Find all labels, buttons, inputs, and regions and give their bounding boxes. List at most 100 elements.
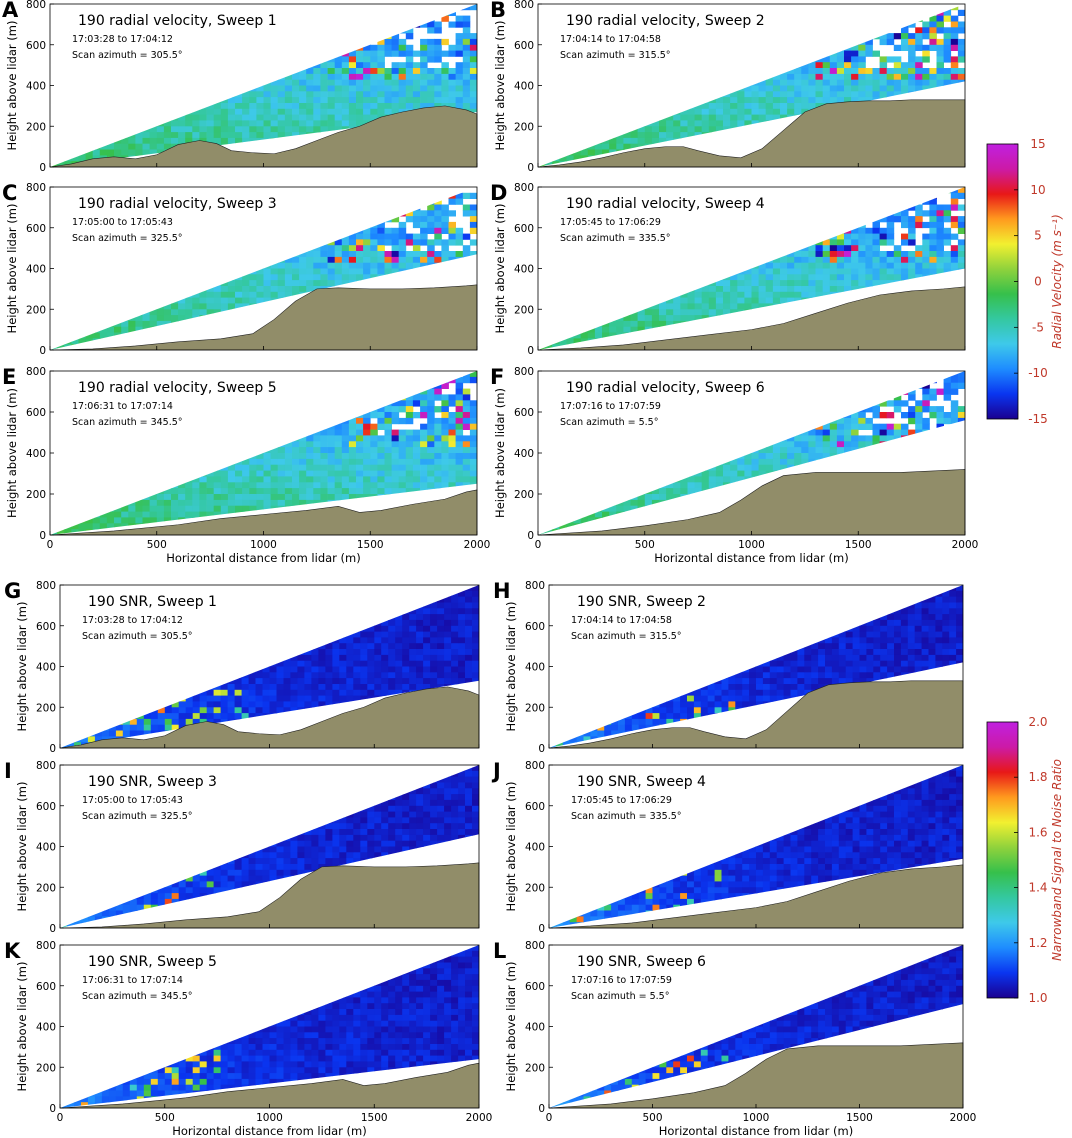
y-tick-label: 200 (525, 1062, 545, 1074)
panel-e: 0 200 400 600 800 0 500 1000 1500 2000 Height abov… (2, 365, 490, 565)
colorbar-tick-label: -10 (1028, 366, 1048, 380)
x-tick-label: 2000 (466, 1112, 493, 1124)
time-range: 17:04:14 to 17:04:58 (560, 34, 661, 45)
panel-title: 190 SNR, Sweep 6 (577, 954, 706, 970)
y-tick-label: 800 (514, 0, 534, 11)
y-tick-label: 0 (538, 1103, 545, 1115)
y-tick-label: 400 (514, 264, 534, 276)
colorbar-tick-label: 5 (1034, 229, 1042, 243)
panel-title: 190 radial velocity, Sweep 5 (78, 380, 277, 396)
y-axis-label: Height above lidar (m) (5, 204, 19, 334)
panel-letter: J (491, 759, 501, 783)
y-tick-label: 400 (36, 1022, 56, 1034)
y-tick-label: 400 (26, 448, 46, 460)
colorbar-tick-label: 1.8 (1028, 770, 1047, 784)
x-tick-label: 500 (147, 539, 167, 551)
y-tick-label: 200 (525, 882, 545, 894)
x-axis-label: Horizontal distance from lidar (m) (654, 551, 848, 565)
colorbars: 15 10 5 0 -5 -10 -15 Radial Velocity (m s⁻¹) 2.0… (986, 137, 1064, 1005)
scan-azimuth: Scan azimuth = 345.5° (72, 417, 183, 428)
panel-letter: C (2, 181, 17, 205)
time-range: 17:03:28 to 17:04:12 (72, 34, 173, 45)
panel-title: 190 SNR, Sweep 5 (88, 954, 217, 970)
time-range: 17:05:45 to 17:06:29 (560, 217, 661, 228)
colorbar-label: Radial Velocity (m s⁻¹) (1050, 214, 1064, 349)
y-tick-label: 600 (36, 801, 56, 813)
scan-azimuth: Scan azimuth = 5.5° (571, 991, 669, 1002)
terrain (548, 680, 964, 749)
time-range: 17:04:14 to 17:04:58 (571, 615, 672, 626)
scan-azimuth: Scan azimuth = 325.5° (72, 233, 183, 244)
y-axis-label: Height above lidar (m) (15, 782, 29, 912)
x-tick-label: 1000 (250, 539, 277, 551)
x-tick-label: 1500 (361, 1112, 388, 1124)
scan-azimuth: Scan azimuth = 5.5° (560, 417, 658, 428)
y-axis-label: Height above lidar (m) (493, 204, 507, 334)
scan-azimuth: Scan azimuth = 335.5° (560, 233, 671, 244)
y-tick-label: 0 (527, 345, 534, 357)
panel-g: 0 200 400 600 800 Height above lidar (m)G 190 … (4, 579, 480, 755)
y-axis-label: Height above lidar (m) (5, 21, 19, 151)
panel-letter: I (4, 759, 12, 783)
scan-azimuth: Scan azimuth = 325.5° (82, 811, 193, 822)
x-tick-label: 0 (535, 539, 542, 551)
y-tick-label: 800 (26, 182, 46, 194)
y-tick-label: 0 (49, 743, 56, 755)
y-tick-label: 400 (514, 448, 534, 460)
y-tick-label: 600 (525, 801, 545, 813)
scan-azimuth: Scan azimuth = 315.5° (560, 50, 671, 61)
panel-title: 190 SNR, Sweep 1 (88, 594, 217, 610)
x-tick-label: 1500 (357, 539, 384, 551)
x-tick-label: 2000 (950, 1112, 977, 1124)
colorbar-tick-label: 15 (1030, 137, 1045, 151)
terrain (537, 99, 966, 168)
y-tick-label: 600 (514, 40, 534, 52)
y-tick-label: 0 (538, 743, 545, 755)
colorbar-tick-label: -15 (1028, 412, 1048, 426)
colorbar-tick-label: 2.0 (1028, 715, 1047, 729)
terrain (49, 284, 478, 351)
x-axis-label: Horizontal distance from lidar (m) (172, 1124, 366, 1138)
panel-letter: D (490, 181, 507, 205)
scan-azimuth: Scan azimuth = 345.5° (82, 991, 193, 1002)
y-tick-label: 600 (525, 621, 545, 633)
time-range: 17:07:16 to 17:07:59 (560, 401, 661, 412)
y-axis-label: Height above lidar (m) (504, 602, 518, 732)
y-tick-label: 400 (26, 264, 46, 276)
y-tick-label: 200 (514, 121, 534, 133)
y-tick-label: 600 (36, 981, 56, 993)
colorbar-snr: 2.0 1.8 1.6 1.4 1.2 1.0 Narrowband Signal to N… (986, 715, 1064, 1005)
y-tick-label: 200 (514, 489, 534, 501)
x-tick-label: 1000 (743, 1112, 770, 1124)
y-tick-label: 200 (525, 702, 545, 714)
y-tick-label: 400 (514, 81, 534, 93)
panel-letter: K (4, 939, 21, 963)
y-tick-label: 800 (36, 580, 56, 592)
panel-title: 190 radial velocity, Sweep 1 (78, 13, 277, 29)
panel-f: 0 200 400 600 800 0 500 1000 1500 2000 Height abov… (490, 365, 978, 565)
y-tick-label: 600 (514, 407, 534, 419)
time-range: 17:06:31 to 17:07:14 (72, 401, 173, 412)
x-tick-label: 1500 (845, 539, 872, 551)
panel-k: 0 200 400 600 800 0 500 1000 1500 2000 Height abov… (4, 939, 492, 1138)
x-tick-label: 1000 (738, 539, 765, 551)
y-tick-label: 0 (49, 923, 56, 935)
time-range: 17:05:00 to 17:05:43 (72, 217, 173, 228)
y-tick-label: 800 (525, 580, 545, 592)
colorbar-velocity: 15 10 5 0 -5 -10 -15 Radial Velocity (m s⁻¹) (986, 137, 1064, 426)
time-range: 17:05:45 to 17:06:29 (571, 795, 672, 806)
y-tick-label: 400 (525, 1022, 545, 1034)
scan-azimuth: Scan azimuth = 305.5° (72, 50, 183, 61)
panel-title: 190 SNR, Sweep 2 (577, 594, 706, 610)
y-axis-label: Height above lidar (m) (493, 21, 507, 151)
panel-title: 190 radial velocity, Sweep 2 (566, 13, 765, 29)
y-axis-label: Height above lidar (m) (5, 388, 19, 518)
y-tick-label: 800 (525, 760, 545, 772)
y-tick-label: 0 (527, 162, 534, 174)
x-tick-label: 2000 (464, 539, 491, 551)
panel-c: 0 200 400 600 800 Height above lidar (m)C 190 … (2, 181, 478, 357)
x-tick-label: 500 (155, 1112, 175, 1124)
y-tick-label: 200 (26, 121, 46, 133)
colorbar-tick-label: 1.2 (1028, 936, 1047, 950)
